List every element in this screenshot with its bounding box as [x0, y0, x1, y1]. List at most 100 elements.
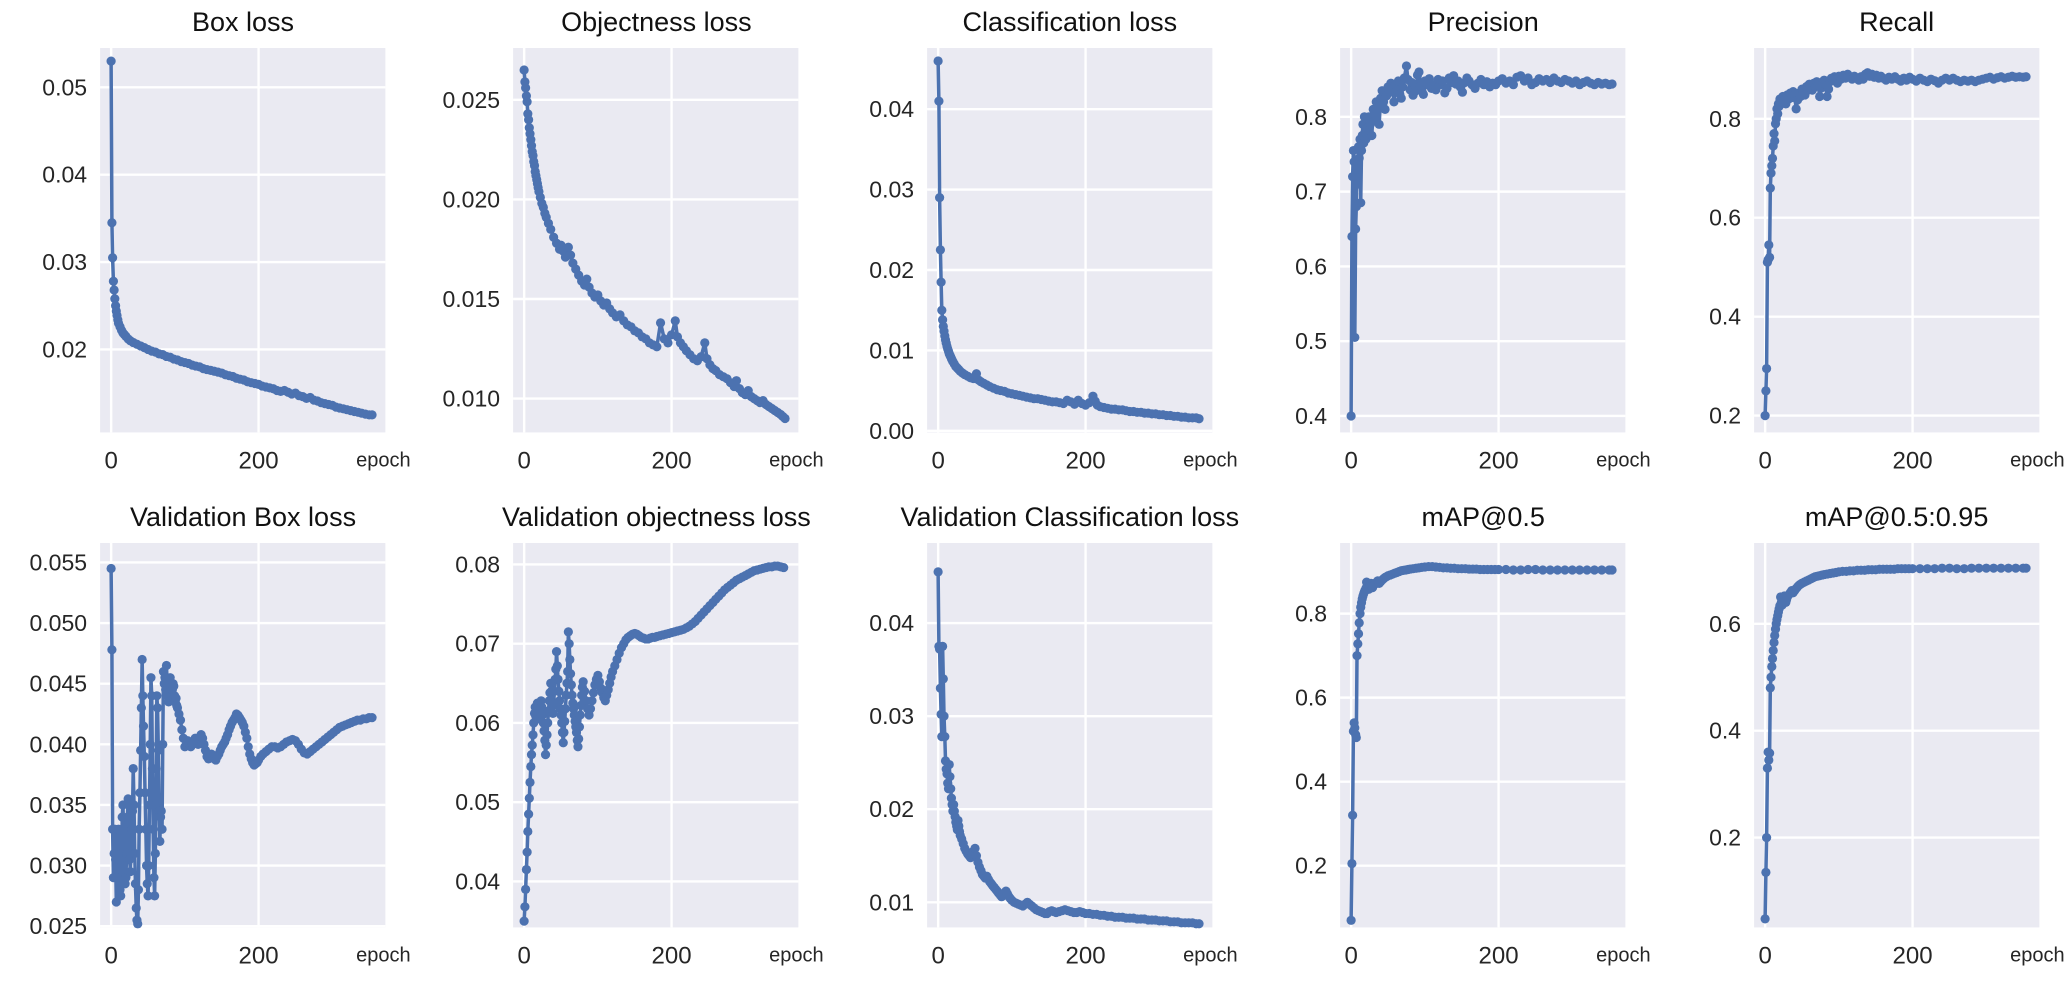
- data-point: [134, 825, 144, 835]
- data-point: [1194, 414, 1204, 424]
- plot-area: [926, 543, 1213, 928]
- data-point: [1348, 811, 1358, 821]
- data-point: [553, 675, 564, 685]
- subplot-validation-objectness-loss: Validation objectness loss 0.04 0.05 0.06 0…: [413, 495, 826, 990]
- data-point: [945, 784, 956, 794]
- validation-objectness-loss-chart: 0.04 0.05 0.06 0.07 0.08 0 200 epoch: [456, 543, 824, 970]
- data-point: [1772, 109, 1782, 119]
- data-point: [1351, 733, 1362, 743]
- y-tick-label: 0.4: [1709, 304, 1741, 330]
- data-point: [161, 661, 172, 671]
- data-point: [1354, 629, 1364, 639]
- data-point: [1567, 565, 1578, 576]
- data-point: [157, 825, 167, 835]
- data-point: [367, 713, 377, 723]
- data-series-markers: [933, 567, 1204, 929]
- data-series-markers: [1760, 564, 2031, 925]
- data-series-markers: [106, 56, 377, 420]
- x-tick-label: 200: [1892, 943, 1932, 970]
- plot-area: [513, 543, 799, 928]
- data-point: [140, 788, 150, 798]
- data-point: [520, 902, 530, 912]
- data-point: [243, 742, 253, 752]
- data-point: [1760, 868, 1771, 878]
- y-tick-label: 0.045: [29, 671, 87, 697]
- data-point: [1769, 136, 1779, 146]
- y-tick-label: 0.7: [1295, 179, 1327, 205]
- x-axis-label: epoch: [1596, 449, 1651, 471]
- chart-title-validation-objectness-loss: Validation objectness loss: [502, 502, 811, 533]
- x-tick-label: 0: [104, 447, 117, 474]
- data-point: [935, 684, 945, 694]
- y-tick-label: 0.07: [456, 631, 501, 657]
- data-point: [587, 696, 597, 706]
- data-point: [156, 806, 166, 817]
- data-point: [141, 825, 151, 835]
- data-point: [652, 342, 662, 352]
- recall-chart: 0.2 0.4 0.6 0.8 0 200 epoch: [1709, 48, 2064, 474]
- data-point: [149, 873, 159, 883]
- data-point: [1347, 859, 1357, 869]
- data-point: [548, 709, 558, 719]
- y-tick-label: 0.6: [1709, 205, 1741, 231]
- data-point: [1356, 198, 1366, 208]
- data-point: [1959, 564, 1969, 574]
- data-point: [543, 718, 553, 729]
- data-point: [1937, 564, 1947, 574]
- x-tick-label: 200: [652, 447, 692, 474]
- y-tick-label: 0.8: [1295, 104, 1327, 130]
- y-tick-label: 0.02: [42, 336, 87, 362]
- data-point: [171, 694, 181, 704]
- y-tick-label: 0.05: [456, 790, 501, 816]
- subplot-validation-box-loss: Validation Box loss 0.025 0.030 0.035 0.040…: [0, 495, 413, 990]
- data-point: [1351, 224, 1361, 234]
- subplot-validation-classification-loss: Validation Classification loss 0.01 0.02 0…: [827, 495, 1240, 990]
- data-point: [937, 642, 948, 652]
- plot-area: [1340, 543, 1626, 928]
- x-tick-label: 200: [1065, 447, 1105, 474]
- plot-area: [926, 48, 1213, 433]
- data-point: [1575, 565, 1585, 576]
- data-point: [565, 655, 575, 665]
- data-point: [2021, 72, 2031, 82]
- y-tick-label: 0.4: [1295, 403, 1327, 429]
- data-point: [1501, 565, 1511, 575]
- data-point: [555, 696, 565, 706]
- data-point: [150, 891, 160, 901]
- chart-title-validation-box-loss: Validation Box loss: [129, 502, 357, 533]
- data-point: [522, 865, 532, 875]
- data-point: [1760, 914, 1770, 925]
- data-point: [1944, 564, 1954, 574]
- x-tick-label: 200: [1479, 943, 1519, 970]
- data-point: [1531, 565, 1541, 575]
- y-tick-label: 0.035: [29, 792, 87, 818]
- data-point: [522, 848, 533, 858]
- data-point: [1763, 240, 1774, 250]
- data-point: [573, 742, 583, 752]
- data-point: [1914, 564, 1925, 574]
- data-point: [671, 316, 681, 326]
- data-point: [1996, 564, 2006, 574]
- x-axis-label: epoch: [1183, 945, 1237, 967]
- data-point: [1346, 916, 1356, 926]
- data-point: [559, 738, 569, 748]
- x-axis-label: epoch: [2010, 945, 2064, 967]
- subplot-map-0-5: mAP@0.5 0.2 0.4 0.6 0.8 0 200 epoch: [1240, 495, 1653, 990]
- data-point: [521, 83, 531, 93]
- data-point: [933, 56, 943, 66]
- data-series-markers: [106, 564, 377, 929]
- y-tick-label: 0.6: [1295, 685, 1327, 711]
- data-point: [1353, 179, 1363, 189]
- data-point: [574, 734, 584, 744]
- data-point: [1560, 565, 1570, 576]
- data-point: [137, 655, 147, 665]
- y-tick-label: 0.5: [1295, 328, 1327, 354]
- data-point: [110, 294, 120, 304]
- subplot-map-0-5-0-95: mAP@0.5:0.95 0.2 0.4 0.6 0 200 epoch: [1654, 495, 2067, 990]
- data-point: [1354, 153, 1365, 163]
- data-point: [169, 681, 179, 692]
- data-point: [127, 825, 137, 835]
- y-tick-label: 0.06: [456, 710, 501, 736]
- data-point: [1764, 252, 1774, 262]
